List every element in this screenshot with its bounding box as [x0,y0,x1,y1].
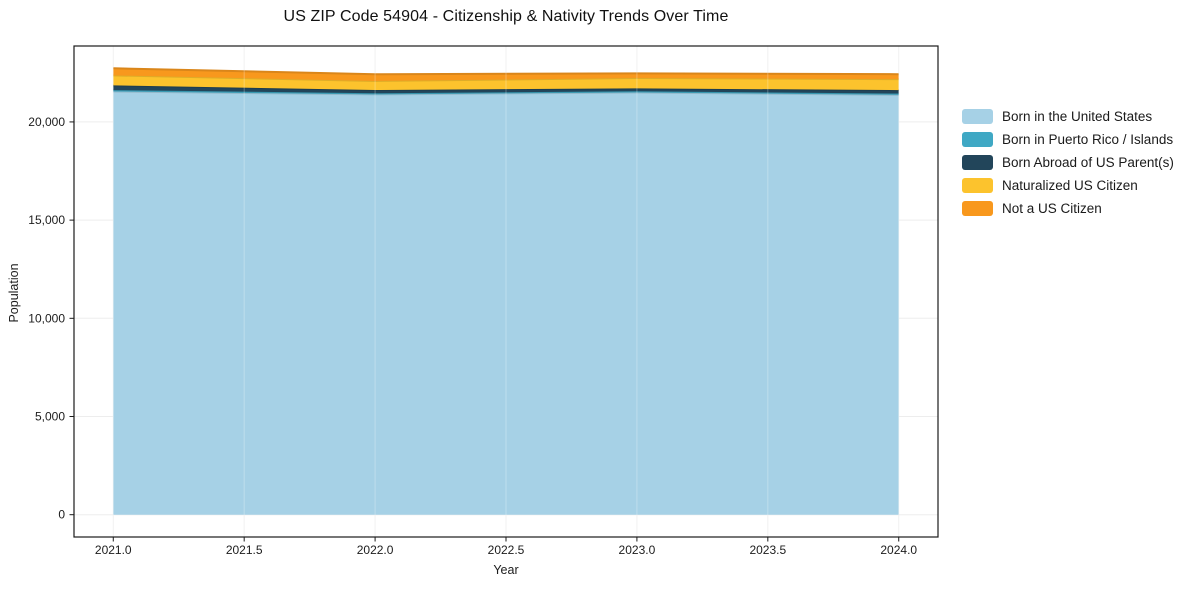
legend-swatch-born-us [962,109,993,124]
chart-title: US ZIP Code 54904 - Citizenship & Nativi… [283,8,729,25]
x-tick-label: 2021.5 [226,543,263,557]
area-band-0 [113,91,899,515]
legend-label: Naturalized US Citizen [1002,178,1138,193]
legend-label: Born in Puerto Rico / Islands [1002,132,1174,147]
x-tick-label: 2023.0 [619,543,656,557]
x-axis-label: Year [493,563,519,577]
y-tick-label: 10,000 [28,311,65,325]
x-tick-label: 2022.5 [488,543,525,557]
legend-item: Born Abroad of US Parent(s) [962,151,1174,174]
x-tick-label: 2024.0 [880,543,917,557]
legend-swatch-not-citizen [962,201,993,216]
y-tick-label: 0 [58,508,65,522]
legend-label: Not a US Citizen [1002,201,1102,216]
area-band-edge-4 [113,67,899,76]
y-axis-label: Population [7,263,21,323]
legend-swatch-born-abroad [962,155,993,170]
y-tick-label: 20,000 [28,115,65,129]
y-tick-label: 5,000 [35,409,65,423]
legend-swatch-naturalized [962,178,993,193]
legend-item: Naturalized US Citizen [962,174,1174,197]
legend-item: Born in the United States [962,105,1174,128]
legend: Born in the United States Born in Puerto… [962,105,1174,220]
legend-label: Born Abroad of US Parent(s) [1002,155,1174,170]
x-tick-label: 2021.0 [95,543,132,557]
x-tick-label: 2023.5 [749,543,786,557]
x-tick-label: 2022.0 [357,543,394,557]
legend-item: Born in Puerto Rico / Islands [962,128,1174,151]
legend-item: Not a US Citizen [962,197,1174,220]
legend-swatch-born-pr [962,132,993,147]
legend-label: Born in the United States [1002,109,1153,124]
y-tick-label: 15,000 [28,213,65,227]
